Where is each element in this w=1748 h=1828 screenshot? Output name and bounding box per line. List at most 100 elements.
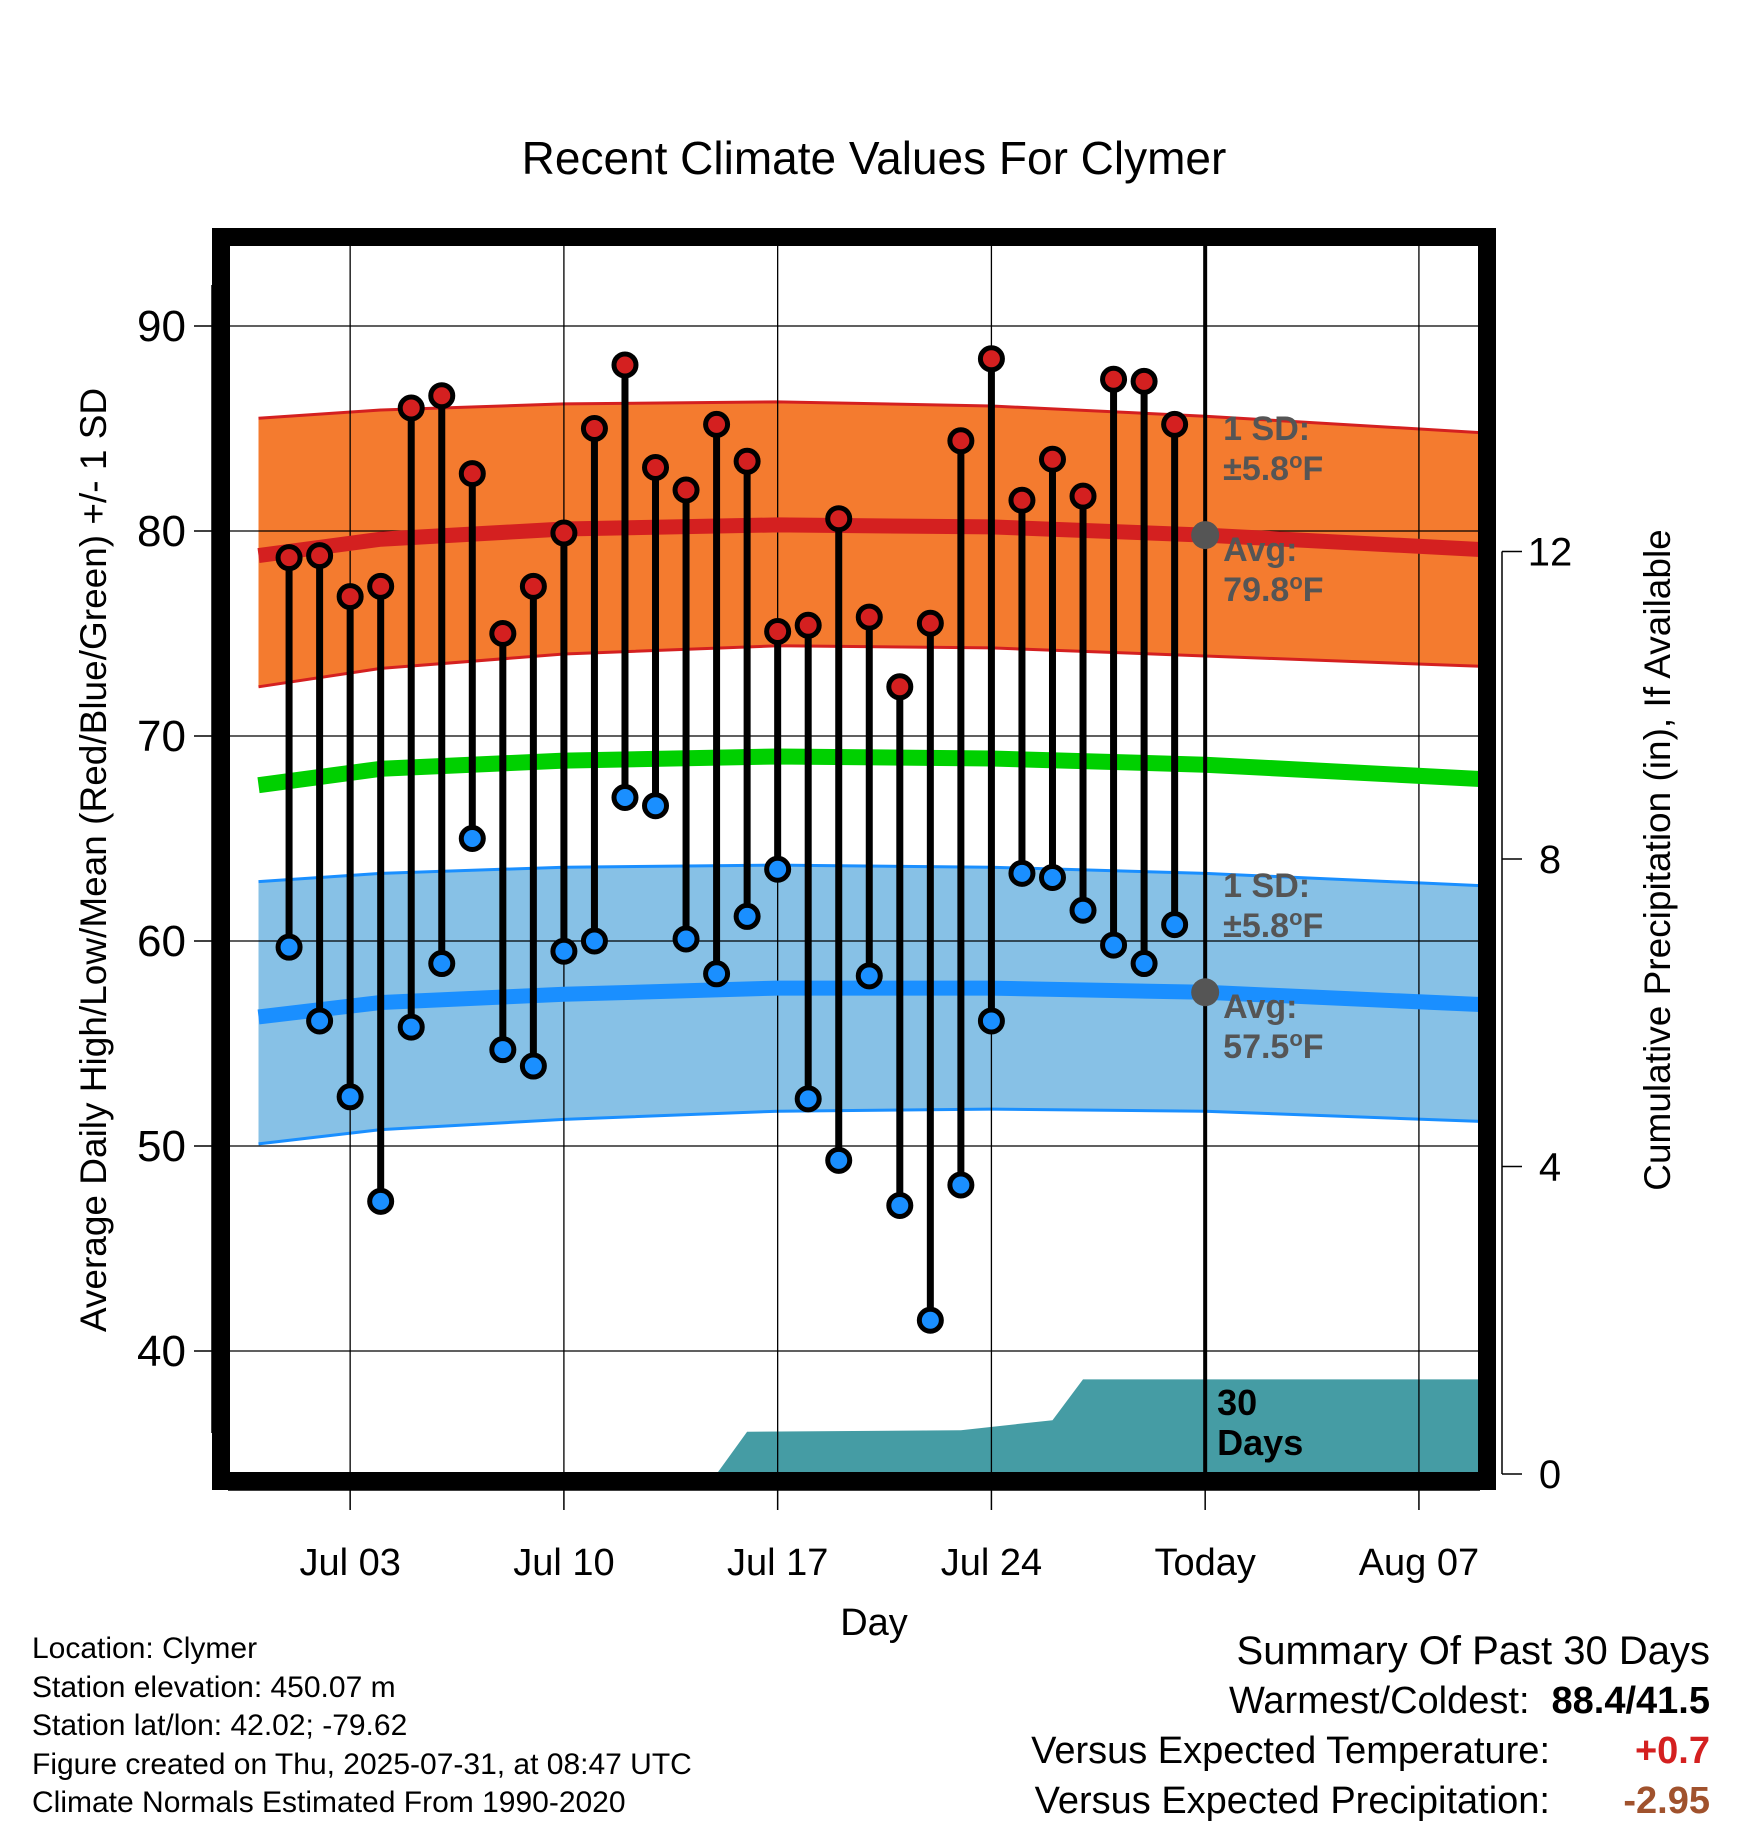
low-sd-label: 1 SD: — [1223, 867, 1310, 905]
x-axis-label: Day — [840, 1602, 908, 1644]
plot-frame — [212, 228, 1496, 1490]
precip-value: -2.95 — [1623, 1780, 1710, 1822]
y-tick-label: 90 — [137, 302, 186, 351]
daily-low-point — [428, 950, 456, 978]
warm-cold-label: Warmest/Coldest: — [1228, 1680, 1530, 1722]
temp-label: Versus Expected Temperature: — [1031, 1730, 1550, 1772]
daily-high-point — [642, 453, 670, 481]
daily-high-point — [886, 673, 914, 701]
daily-high-point — [703, 410, 731, 438]
daily-low-point — [794, 1085, 822, 1113]
daily-low-point — [367, 1187, 395, 1215]
daily-low-point — [306, 1007, 334, 1035]
y2-tick-label: 4 — [1539, 1146, 1561, 1190]
low-avg-value: 57.5oF — [1223, 1026, 1323, 1067]
daily-low-point — [489, 1036, 517, 1064]
daily-high-point — [1130, 367, 1158, 395]
x-tick-label: Jul 17 — [727, 1542, 828, 1584]
daily-low-point — [580, 927, 608, 955]
summary-title: Summary Of Past 30 Days — [1236, 1629, 1710, 1673]
location-text: Location: Clymer — [32, 1632, 258, 1665]
daily-high-point — [519, 572, 547, 600]
daily-high-point — [794, 611, 822, 639]
y-tick-label: 70 — [137, 712, 186, 761]
precip-label: Versus Expected Precipitation: — [1034, 1780, 1550, 1822]
y-axis-label: Average Daily High/Low/Mean (Red/Blue/Gr… — [73, 388, 114, 1332]
daily-low-point — [1038, 863, 1066, 891]
daily-high-point — [428, 382, 456, 410]
chart-title: Recent Climate Values For Clymer — [522, 132, 1227, 184]
summary-warm-cold: Warmest/Coldest: 88.4/41.5 — [1031, 1676, 1710, 1726]
y2-axis-label: Cumulative Precipitation (in), If Availa… — [1637, 529, 1678, 1191]
daily-high-point — [550, 519, 578, 547]
daily-low-point — [825, 1146, 853, 1174]
low-avg-label: Avg: — [1223, 988, 1297, 1026]
daily-high-point — [672, 476, 700, 504]
daily-high-point — [611, 351, 639, 379]
daily-high-point — [275, 544, 303, 572]
high-sd-value: ±5.8oF — [1223, 448, 1323, 489]
daily-high-point — [1069, 482, 1097, 510]
latlon-text: Station lat/lon: 42.02; -79.62 — [32, 1709, 408, 1742]
y2-tick-label: 0 — [1539, 1453, 1561, 1497]
daily-low-point — [642, 792, 670, 820]
daily-low-point — [886, 1191, 914, 1219]
y-tick-label: 50 — [137, 1122, 186, 1171]
daily-high-point — [733, 447, 761, 475]
daily-low-point — [764, 855, 792, 883]
daily-high-point — [764, 617, 792, 645]
x-tick-label: Aug 07 — [1359, 1542, 1479, 1584]
warm-cold-value: 88.4/41.5 — [1551, 1680, 1710, 1722]
daily-low-point — [733, 902, 761, 930]
daily-high-point — [397, 394, 425, 422]
y2-tick-label: 8 — [1539, 838, 1561, 882]
daily-low-point — [519, 1052, 547, 1080]
daily-low-point — [1008, 859, 1036, 887]
high-avg-value: 79.8oF — [1223, 569, 1323, 610]
daily-high-point — [489, 620, 517, 647]
daily-low-point — [977, 1007, 1005, 1035]
today-avg-low-marker — [1191, 978, 1220, 1007]
summary-precip: Versus Expected Precipitation: -2.95 — [1031, 1776, 1710, 1826]
station-info: Location: Clymer Station elevation: 450.… — [32, 1630, 692, 1823]
low-sd-value: ±5.8oF — [1223, 905, 1323, 946]
daily-high-point — [825, 505, 853, 533]
daily-low-point — [550, 937, 578, 965]
x-tick-label: Jul 24 — [941, 1542, 1042, 1584]
elevation-text: Station elevation: 450.07 m — [32, 1670, 396, 1704]
daily-low-point — [1100, 931, 1128, 959]
daily-low-point — [1161, 911, 1189, 939]
daily-high-point — [367, 572, 395, 600]
x-tick-label: Today — [1154, 1542, 1255, 1584]
normals-text: Climate Normals Estimated From 1990-2020 — [32, 1786, 626, 1819]
daily-high-point — [855, 603, 883, 631]
summary-temp: Versus Expected Temperature: +0.7 — [1031, 1726, 1710, 1776]
daily-high-point — [306, 542, 334, 570]
daily-low-point — [1069, 896, 1097, 924]
days-count-label: 30 — [1217, 1382, 1257, 1423]
y-tick-label: 40 — [137, 1327, 186, 1376]
daily-high-point — [947, 427, 975, 455]
daily-high-point — [1008, 486, 1036, 514]
precipitation-area — [716, 1379, 1480, 1474]
daily-low-point — [611, 784, 639, 811]
daily-high-point — [1038, 445, 1066, 473]
daily-high-point — [977, 345, 1005, 373]
daily-low-point — [336, 1083, 364, 1111]
y-tick-label: 80 — [137, 507, 186, 556]
daily-high-point — [458, 460, 486, 488]
x-tick-label: Jul 03 — [299, 1542, 400, 1584]
daily-low-point — [397, 1013, 425, 1041]
created-text: Figure created on Thu, 2025-07-31, at 08… — [32, 1747, 692, 1781]
y-tick-label: 60 — [137, 917, 186, 966]
temp-value: +0.7 — [1634, 1730, 1710, 1772]
daily-low-point — [947, 1171, 975, 1199]
daily-high-point — [1100, 365, 1128, 393]
daily-low-point — [458, 825, 486, 852]
daily-low-point — [855, 962, 883, 990]
high-sd-label: 1 SD: — [1223, 410, 1310, 448]
daily-low-point — [1130, 950, 1158, 978]
daily-low-point — [703, 960, 731, 988]
daily-low-point — [672, 925, 700, 953]
